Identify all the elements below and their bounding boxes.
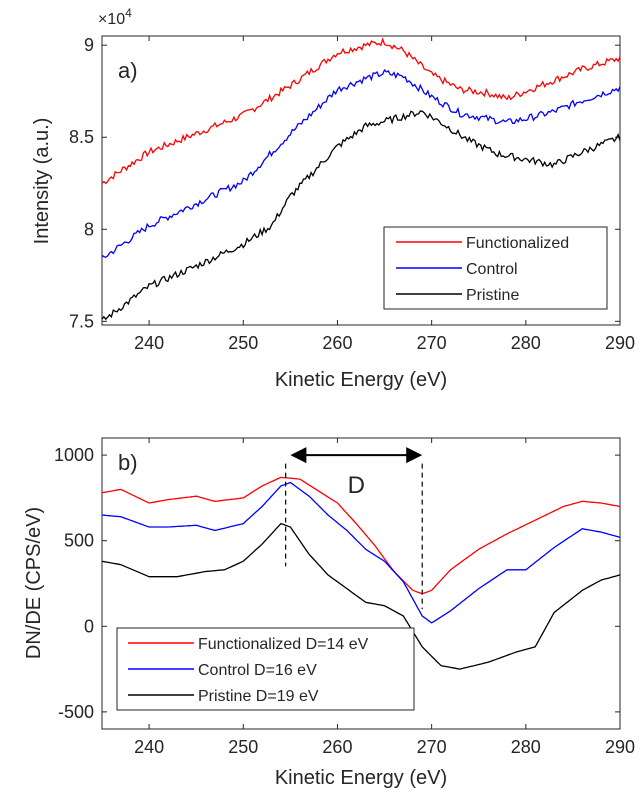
panel-b-legend: Functionalized D=14 eV Control D=16 eV P… [116,627,415,711]
panel-b-xtick-label: 250 [228,737,258,757]
panel-b-legend-text-pristine: Pristine D=19 eV [198,688,319,705]
panel-a-series-functionalized [101,37,621,185]
panel-a-multiplier-exponent: 4 [125,6,132,20]
panel-b-ylabel: DN/DE (CPS/eV) [23,507,45,659]
panel-b-series-control [101,481,621,624]
panel-a-chart: 240 250 260 270 280 290 7.5 8 8.5 9 a) ×104 Kinet… [31,6,635,391]
panel-b-ytick-label: 0 [84,616,94,636]
panel-a-label: a) [118,58,138,83]
panel-a-xtick-label: 240 [134,333,164,353]
panel-a-xtick-label: 280 [511,333,541,353]
panel-a-series-pristine [101,110,621,321]
panel-b-label: b) [118,450,138,475]
panel-b-arrow-head-right [406,447,423,464]
panel-a-ytick-label: 8 [84,219,94,239]
panel-a-ylabel: Intensity (a.u.) [31,118,53,245]
panel-b-arrow-head-left [290,447,307,464]
panel-b-ytick-label: 500 [64,531,94,551]
panel-a-ytick-label: 8.5 [69,127,94,147]
panel-a-xtick-label: 270 [417,333,447,353]
panel-a-ytick-label: 7.5 [69,311,94,331]
panel-a-series-control [101,68,621,258]
panel-a-xlabel: Kinetic Energy (eV) [275,369,447,391]
panel-a-ytick-label: 9 [84,35,94,55]
panel-b-legend-text-functionalized: Functionalized D=14 eV [198,636,369,653]
panel-b-xtick-label: 290 [605,737,635,757]
panel-b-ticks: 240 250 260 270 280 290 -500 0 500 1000 [54,438,635,757]
panel-a-legend-text-functionalized: Functionalized [466,235,569,252]
panel-a-ticks: 240 250 260 270 280 290 7.5 8 8.5 9 [69,35,635,353]
panel-a-legend: Functionalized Control Pristine [383,226,608,310]
panel-b-series-functionalized [101,476,621,595]
panel-b-annotation-label: D [348,472,365,499]
panel-a-series [101,37,621,321]
panel-b-xtick-label: 240 [134,737,164,757]
panel-b-ytick-label: -500 [58,702,94,722]
panel-b-xtick-label: 270 [417,737,447,757]
panel-a-multiplier: ×104 [98,6,132,28]
panel-b-xtick-label: 280 [511,737,541,757]
panel-a-xtick-label: 260 [322,333,352,353]
panel-b-chart: 240 250 260 270 280 290 -500 0 500 1000 D b) Kine… [23,437,635,789]
panel-b-xlabel: Kinetic Energy (eV) [275,767,447,789]
panel-a-xtick-label: 250 [228,333,258,353]
panel-a-xtick-label: 290 [605,333,635,353]
panel-b-series-pristine [101,522,621,670]
panel-b-series [101,476,621,670]
panel-a-legend-text-control: Control [466,261,518,278]
panel-b-legend-text-control: Control D=16 eV [198,662,317,679]
panel-b-xtick-label: 260 [322,737,352,757]
panel-b-annotation: D [285,447,423,610]
panel-b-ytick-label: 1000 [54,445,94,465]
panel-a-legend-text-pristine: Pristine [466,287,519,304]
